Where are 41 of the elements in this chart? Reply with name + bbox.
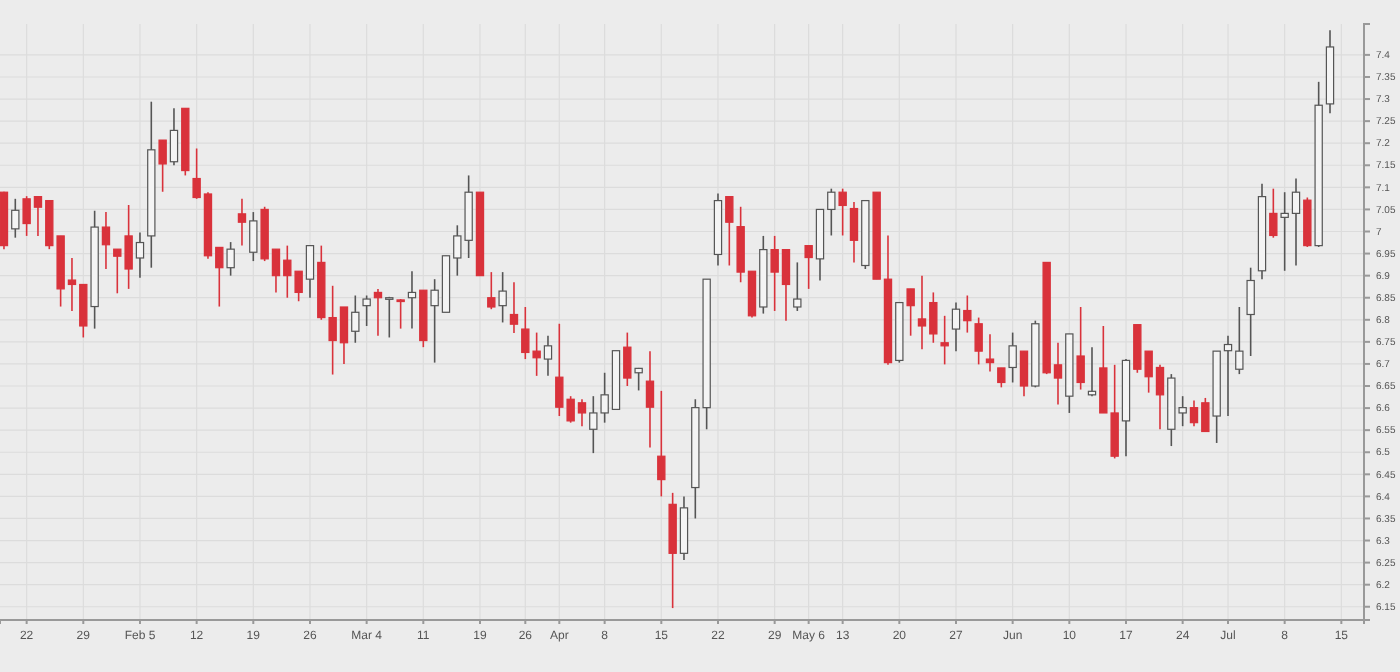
candlestick <box>1303 196 1312 248</box>
candlestick <box>1076 306 1085 391</box>
candlestick <box>940 315 949 366</box>
candlestick <box>487 271 496 310</box>
candlestick <box>373 288 383 337</box>
candlestick <box>906 288 915 337</box>
candlestick <box>362 294 371 327</box>
candlestick <box>804 244 813 290</box>
candlestick <box>1019 350 1029 397</box>
candlestick <box>974 316 983 366</box>
candlestick <box>158 139 167 193</box>
candlestick <box>305 244 315 299</box>
candlestick <box>169 107 179 167</box>
candlestick <box>135 231 145 279</box>
candlestick <box>997 367 1006 389</box>
candlestick <box>623 331 632 387</box>
candlestick <box>101 211 111 270</box>
candlestick <box>849 201 859 264</box>
candlestick <box>226 241 235 277</box>
candlestick <box>725 195 734 267</box>
candlestick <box>1269 187 1278 239</box>
candlestick <box>351 294 360 344</box>
candlestick <box>1008 331 1017 384</box>
candlestick <box>679 495 689 561</box>
candlestick <box>963 294 972 334</box>
candlestick <box>543 334 553 377</box>
candlestick <box>793 261 802 312</box>
candlestick <box>237 198 247 247</box>
candlestick <box>951 301 961 352</box>
candlestick <box>11 198 20 239</box>
candlestick <box>985 333 995 373</box>
candlestick <box>838 187 847 237</box>
candlestick <box>407 270 417 330</box>
candlestick <box>385 296 394 339</box>
candlestick <box>396 298 405 330</box>
candlestick <box>645 350 655 449</box>
candlestick <box>249 211 258 262</box>
candlestick <box>1246 266 1255 357</box>
candlestick <box>498 271 507 324</box>
candlestick <box>657 390 666 498</box>
candlestick <box>509 281 519 334</box>
